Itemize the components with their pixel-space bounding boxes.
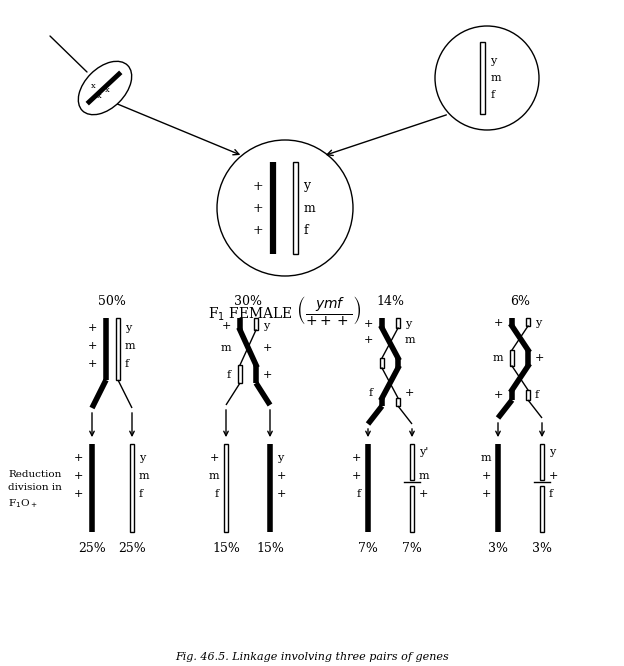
Text: y: y	[139, 453, 145, 463]
Text: +: +	[263, 343, 272, 353]
FancyBboxPatch shape	[130, 444, 134, 532]
Text: 25%: 25%	[118, 542, 146, 555]
FancyBboxPatch shape	[526, 390, 530, 400]
Text: Fig. 46.5. Linkage involving three pairs of genes: Fig. 46.5. Linkage involving three pairs…	[175, 652, 449, 662]
Text: f: f	[549, 489, 553, 499]
Text: +: +	[419, 489, 428, 499]
FancyBboxPatch shape	[116, 318, 120, 380]
FancyBboxPatch shape	[380, 358, 384, 368]
Text: +: +	[74, 489, 83, 499]
Text: y: y	[490, 56, 497, 66]
Text: m: m	[303, 202, 315, 214]
Text: +: +	[482, 471, 491, 481]
Text: +: +	[210, 453, 219, 463]
Text: +: +	[535, 353, 544, 363]
Text: f: f	[227, 370, 231, 380]
FancyBboxPatch shape	[238, 365, 242, 383]
Text: f: f	[215, 489, 219, 499]
Text: 15%: 15%	[212, 542, 240, 555]
Text: f: f	[357, 489, 361, 499]
Text: y: y	[549, 447, 555, 457]
FancyBboxPatch shape	[396, 398, 400, 406]
Text: +: +	[364, 335, 373, 345]
Text: +: +	[252, 202, 263, 214]
Text: +: +	[74, 471, 83, 481]
Text: y: y	[125, 323, 131, 333]
Text: m: m	[125, 341, 135, 351]
Text: F$_1$ FEMALE $\left(\dfrac{ymf}{+++}\right)$: F$_1$ FEMALE $\left(\dfrac{ymf}{+++}\rig…	[208, 294, 362, 327]
Text: +: +	[494, 390, 503, 400]
Text: +: +	[87, 359, 97, 369]
Text: y': y'	[419, 447, 428, 457]
Text: y: y	[303, 180, 311, 192]
Text: y: y	[405, 319, 411, 329]
Text: Reduction
division in
F$_1$O$_+$: Reduction division in F$_1$O$_+$	[8, 470, 62, 510]
Text: 25%: 25%	[78, 542, 106, 555]
Text: 15%: 15%	[256, 542, 284, 555]
Text: +: +	[252, 180, 263, 192]
Text: x: x	[105, 86, 109, 94]
Text: +: +	[482, 489, 491, 499]
Text: 14%: 14%	[376, 295, 404, 308]
Text: y: y	[277, 453, 283, 463]
FancyBboxPatch shape	[410, 486, 414, 532]
Text: +: +	[252, 224, 263, 236]
FancyBboxPatch shape	[540, 486, 544, 532]
Text: 30%: 30%	[234, 295, 262, 308]
Text: m: m	[139, 471, 150, 481]
Text: f: f	[369, 388, 373, 398]
Text: y: y	[263, 321, 269, 331]
FancyBboxPatch shape	[510, 350, 514, 366]
Text: x: x	[97, 92, 101, 100]
Text: f: f	[139, 489, 143, 499]
Text: +: +	[405, 388, 414, 398]
Text: 3%: 3%	[488, 542, 508, 555]
Text: m: m	[490, 73, 501, 83]
Text: +: +	[277, 489, 286, 499]
Text: +: +	[352, 471, 361, 481]
Text: 50%: 50%	[98, 295, 126, 308]
Text: 7%: 7%	[402, 542, 422, 555]
Text: 7%: 7%	[358, 542, 378, 555]
FancyBboxPatch shape	[410, 444, 414, 480]
Text: f: f	[490, 90, 495, 100]
Text: m: m	[405, 335, 416, 345]
Text: m: m	[220, 343, 231, 353]
Text: y: y	[535, 318, 541, 328]
Text: +: +	[87, 341, 97, 351]
FancyBboxPatch shape	[224, 444, 228, 532]
Text: +: +	[364, 319, 373, 329]
Text: +: +	[263, 370, 272, 380]
Text: f: f	[303, 224, 308, 236]
Text: +: +	[277, 471, 286, 481]
Text: m: m	[419, 471, 430, 481]
FancyBboxPatch shape	[479, 42, 484, 114]
Text: m: m	[208, 471, 219, 481]
FancyBboxPatch shape	[526, 318, 530, 326]
Text: f: f	[125, 359, 129, 369]
FancyBboxPatch shape	[396, 318, 400, 328]
Text: +: +	[352, 453, 361, 463]
Text: 3%: 3%	[532, 542, 552, 555]
Text: 6%: 6%	[510, 295, 530, 308]
Text: m: m	[480, 453, 491, 463]
Text: +: +	[74, 453, 83, 463]
Text: x: x	[90, 82, 95, 90]
Text: +: +	[222, 321, 231, 331]
Text: +: +	[549, 471, 558, 481]
FancyBboxPatch shape	[540, 444, 544, 480]
Text: m: m	[492, 353, 503, 363]
Text: +: +	[87, 323, 97, 333]
Text: f: f	[535, 390, 539, 400]
Text: +: +	[494, 318, 503, 328]
FancyBboxPatch shape	[254, 318, 258, 330]
FancyBboxPatch shape	[293, 162, 298, 254]
